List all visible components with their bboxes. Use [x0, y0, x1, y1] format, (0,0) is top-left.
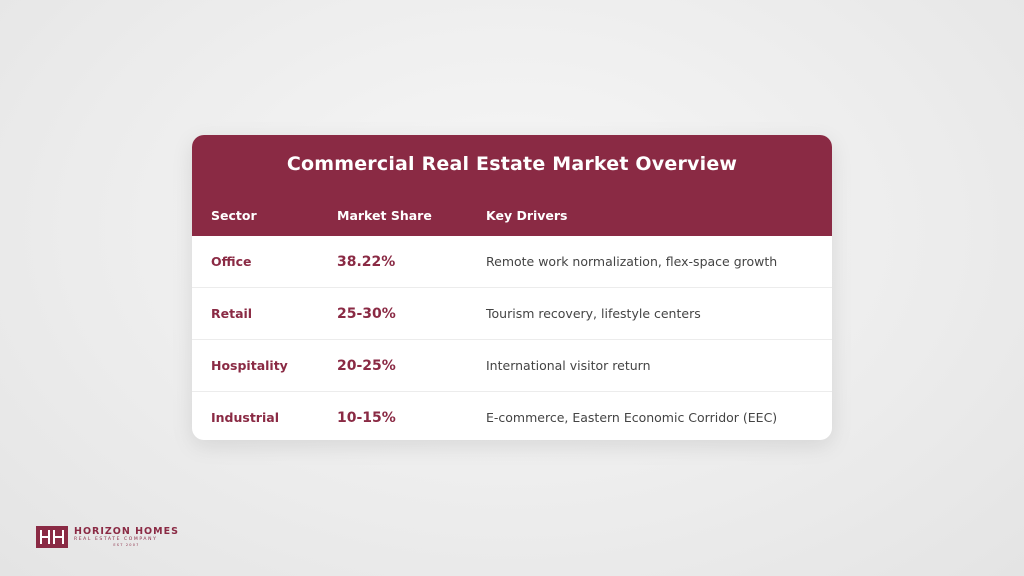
logo-tagline: REAL ESTATE COMPANY [74, 537, 158, 543]
key-drivers-cell: Tourism recovery, lifestyle centers [486, 306, 701, 321]
market-share-cell: 20-25% [337, 357, 396, 374]
sector-cell: Industrial [211, 410, 279, 425]
logo-established: EST 2007 [113, 542, 140, 547]
column-header-key-drivers: Key Drivers [486, 208, 568, 223]
company-logo: HORIZON HOMES REAL ESTATE COMPANY EST 20… [36, 526, 179, 548]
sector-cell: Hospitality [211, 358, 288, 373]
key-drivers-cell: E-commerce, Eastern Economic Corridor (E… [486, 410, 778, 425]
table-body: Office 38.22% Remote work normalization,… [192, 236, 832, 440]
market-share-cell: 10-15% [337, 409, 396, 426]
column-header-sector: Sector [211, 208, 257, 223]
market-overview-card: Commercial Real Estate Market Overview S… [192, 135, 832, 440]
logo-company-name: HORIZON HOMES [74, 525, 179, 537]
table-row: Hospitality 20-25% International visitor… [192, 340, 832, 392]
table-row: Retail 25-30% Tourism recovery, lifestyl… [192, 288, 832, 340]
card-header: Commercial Real Estate Market Overview S… [192, 135, 832, 236]
hh-monogram-icon [36, 526, 68, 548]
logo-text: HORIZON HOMES REAL ESTATE COMPANY EST 20… [74, 527, 179, 548]
key-drivers-cell: Remote work normalization, flex-space gr… [486, 254, 778, 269]
sector-cell: Office [211, 254, 252, 269]
card-title: Commercial Real Estate Market Overview [286, 153, 738, 175]
key-drivers-cell: International visitor return [486, 358, 651, 373]
market-share-cell: 38.22% [337, 253, 396, 270]
sector-cell: Retail [211, 306, 253, 321]
column-header-market-share: Market Share [337, 208, 432, 223]
market-share-cell: 25-30% [337, 305, 396, 322]
table-row: Industrial 10-15% E-commerce, Eastern Ec… [192, 392, 832, 440]
table-row: Office 38.22% Remote work normalization,… [192, 236, 832, 288]
